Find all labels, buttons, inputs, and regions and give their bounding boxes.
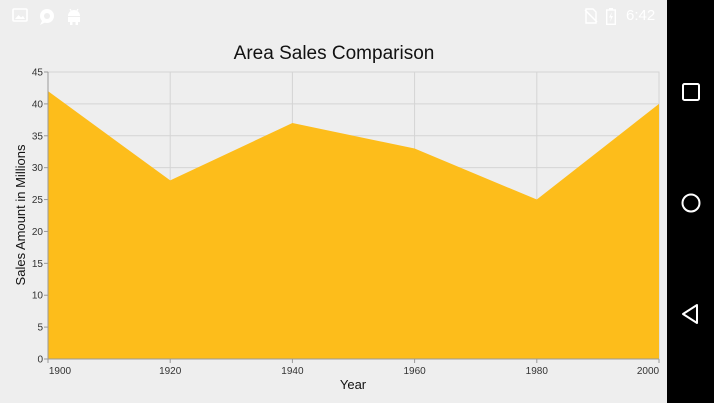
- y-tick-label: 40: [32, 99, 44, 110]
- android-icon: [68, 8, 80, 25]
- chart-axes: 0 5 10 15 20 25 30 35 40 45 1900 1920 1940 1960 1980 20…: [32, 68, 660, 378]
- y-axis-title: Sales Amount in Millions: [13, 144, 28, 285]
- status-bar: 6:42: [0, 0, 667, 32]
- back-button[interactable]: [677, 300, 705, 328]
- y-tick-label: 30: [32, 163, 44, 174]
- y-tick-label: 35: [32, 131, 44, 142]
- y-tick-label: 45: [32, 68, 44, 79]
- chat-bubble-icon: [40, 9, 54, 25]
- battery-charging-icon: [606, 8, 616, 25]
- area-chart: Area Sales Comparison 0 5 10 15 20 25 30 35 40 45…: [13, 43, 660, 392]
- home-button[interactable]: [677, 189, 705, 217]
- x-tick-label: 1980: [526, 366, 549, 377]
- y-tick-label: 20: [32, 227, 44, 238]
- x-tick-label: 1940: [281, 366, 304, 377]
- y-tick-label: 5: [37, 323, 43, 334]
- y-tick-label: 25: [32, 195, 44, 206]
- y-tick-label: 0: [37, 355, 43, 366]
- status-time: 6:42: [626, 7, 656, 24]
- chart-title: Area Sales Comparison: [234, 43, 435, 64]
- x-tick-label: 1900: [49, 366, 72, 377]
- area-series: [48, 91, 659, 359]
- no-sim-icon: [584, 8, 598, 24]
- y-tick-label: 15: [32, 259, 44, 270]
- x-tick-label: 1960: [403, 366, 426, 377]
- navigation-bar: [667, 0, 714, 403]
- image-icon: [12, 8, 28, 22]
- recent-apps-button[interactable]: [677, 78, 705, 106]
- y-tick-label: 10: [32, 291, 44, 302]
- x-tick-label: 2000: [637, 366, 660, 377]
- x-axis-title: Year: [340, 377, 367, 392]
- chart-plot-area: [47, 91, 660, 359]
- x-tick-label: 1920: [159, 366, 182, 377]
